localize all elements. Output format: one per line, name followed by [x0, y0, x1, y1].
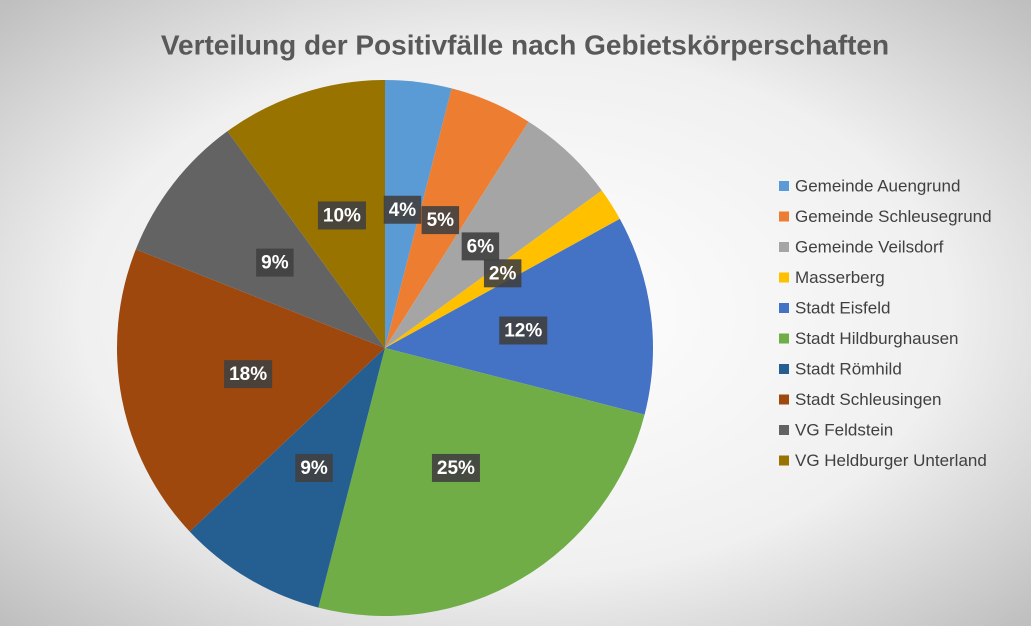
- slice: [318, 348, 645, 616]
- legend-label: Stadt Hildburghausen: [795, 329, 959, 348]
- legend-swatch: [779, 181, 789, 191]
- legend-label: VG Feldstein: [795, 420, 893, 439]
- legend-swatch: [779, 242, 789, 252]
- legend-label: Gemeinde Schleusegrund: [795, 207, 992, 226]
- data-label: 25%: [437, 458, 475, 479]
- slice: [117, 249, 385, 532]
- data-label-box: [224, 360, 273, 389]
- data-label: 10%: [323, 205, 361, 226]
- data-label: 6%: [467, 236, 495, 257]
- data-label-box: [431, 453, 480, 482]
- legend-swatch: [779, 303, 789, 313]
- legend-label: Stadt Römhild: [795, 359, 902, 378]
- data-label-box: [295, 453, 333, 482]
- legend-label: Stadt Eisfeld: [795, 298, 890, 317]
- legend-swatch: [779, 333, 789, 344]
- data-label-box: [461, 232, 500, 261]
- data-labels: 4% 5% 6% 2% 12% 25% 9% 18% 9% 10%: [224, 195, 548, 482]
- data-label: 9%: [300, 458, 328, 479]
- legend-swatch: [779, 394, 789, 405]
- data-label: 5%: [427, 210, 455, 231]
- data-label: 12%: [504, 321, 542, 342]
- legend-label: Gemeinde Auengrund: [795, 176, 960, 195]
- pie: [117, 80, 653, 616]
- legend-swatch: [779, 211, 789, 222]
- data-label-box: [421, 206, 460, 235]
- legend-swatch: [779, 425, 789, 435]
- legend-swatch: [779, 272, 789, 283]
- data-label-box: [499, 316, 548, 345]
- slice: [135, 131, 385, 348]
- slice: [227, 80, 385, 348]
- legend-swatch: [779, 455, 789, 466]
- slice: [189, 348, 385, 608]
- legend-label: Masserberg: [795, 268, 885, 287]
- legend-label: Stadt Schleusingen: [795, 390, 942, 409]
- data-label: 18%: [229, 364, 267, 385]
- legend: Gemeinde Auengrund Gemeinde Schleusegrund…: [779, 176, 992, 470]
- chart-title: Verteilung der Positivfälle nach Gebiets…: [161, 29, 889, 60]
- legend-label: VG Heldburger Unterland: [795, 451, 987, 470]
- data-label: 4%: [389, 200, 417, 221]
- data-label-box: [317, 201, 366, 230]
- data-label-box: [383, 195, 422, 224]
- legend-swatch: [779, 364, 789, 374]
- legend-label: Gemeinde Veilsdorf: [795, 237, 944, 256]
- data-label-box: [483, 259, 522, 288]
- data-label-box: [256, 248, 294, 277]
- data-label: 9%: [261, 253, 289, 274]
- data-label: 2%: [489, 263, 517, 284]
